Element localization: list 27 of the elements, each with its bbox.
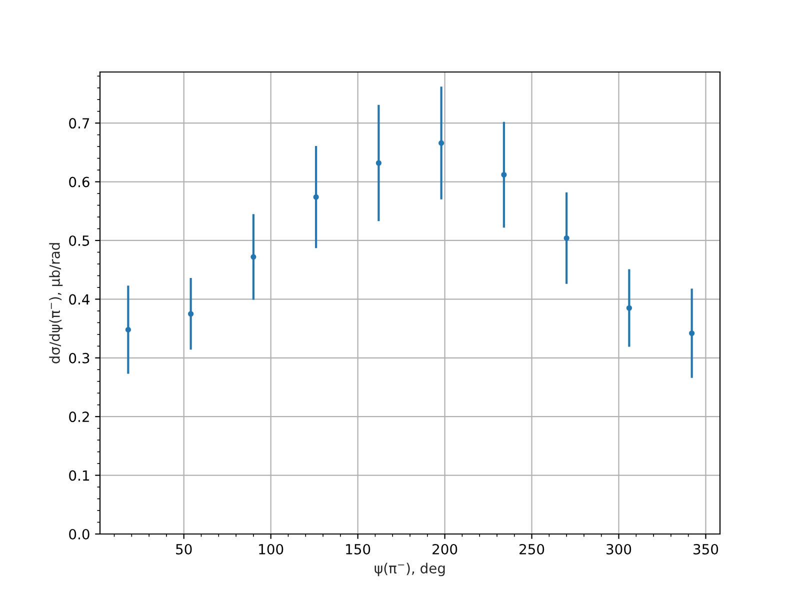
x-tick-label: 150 [346,544,370,554]
point [626,305,632,311]
point [564,235,570,241]
point [125,326,131,332]
x-tick-label: 250 [520,544,544,554]
y-tick-label: 0.6 [69,176,90,188]
point [188,311,194,317]
point [376,160,382,166]
y-tick-label: 0.5 [69,235,90,246]
x-tick-label: 300 [606,544,632,554]
x-tick-label: 350 [694,544,718,554]
y-tick-label: 0.7 [69,118,90,129]
point [501,172,507,178]
point [438,140,444,146]
x-axis-title: ψ(π$^{−}$), deg [374,562,445,576]
x-tick-label: 100 [259,544,284,554]
y-axis-title: dσ/dψ(π$^{−}$), μb/rad [49,243,63,364]
point [313,194,319,200]
point [250,254,256,260]
y-tick-label: 0.1 [69,470,89,481]
y-tick-label: 0.3 [69,352,90,364]
y-tick-label: 0.4 [69,294,90,305]
y-tick-label: 0.2 [69,412,89,422]
x-tick-label: 50 [176,544,192,554]
y-tick-label: 0.0 [69,528,90,540]
x-tick-label: 200 [432,544,458,554]
point [689,330,695,336]
